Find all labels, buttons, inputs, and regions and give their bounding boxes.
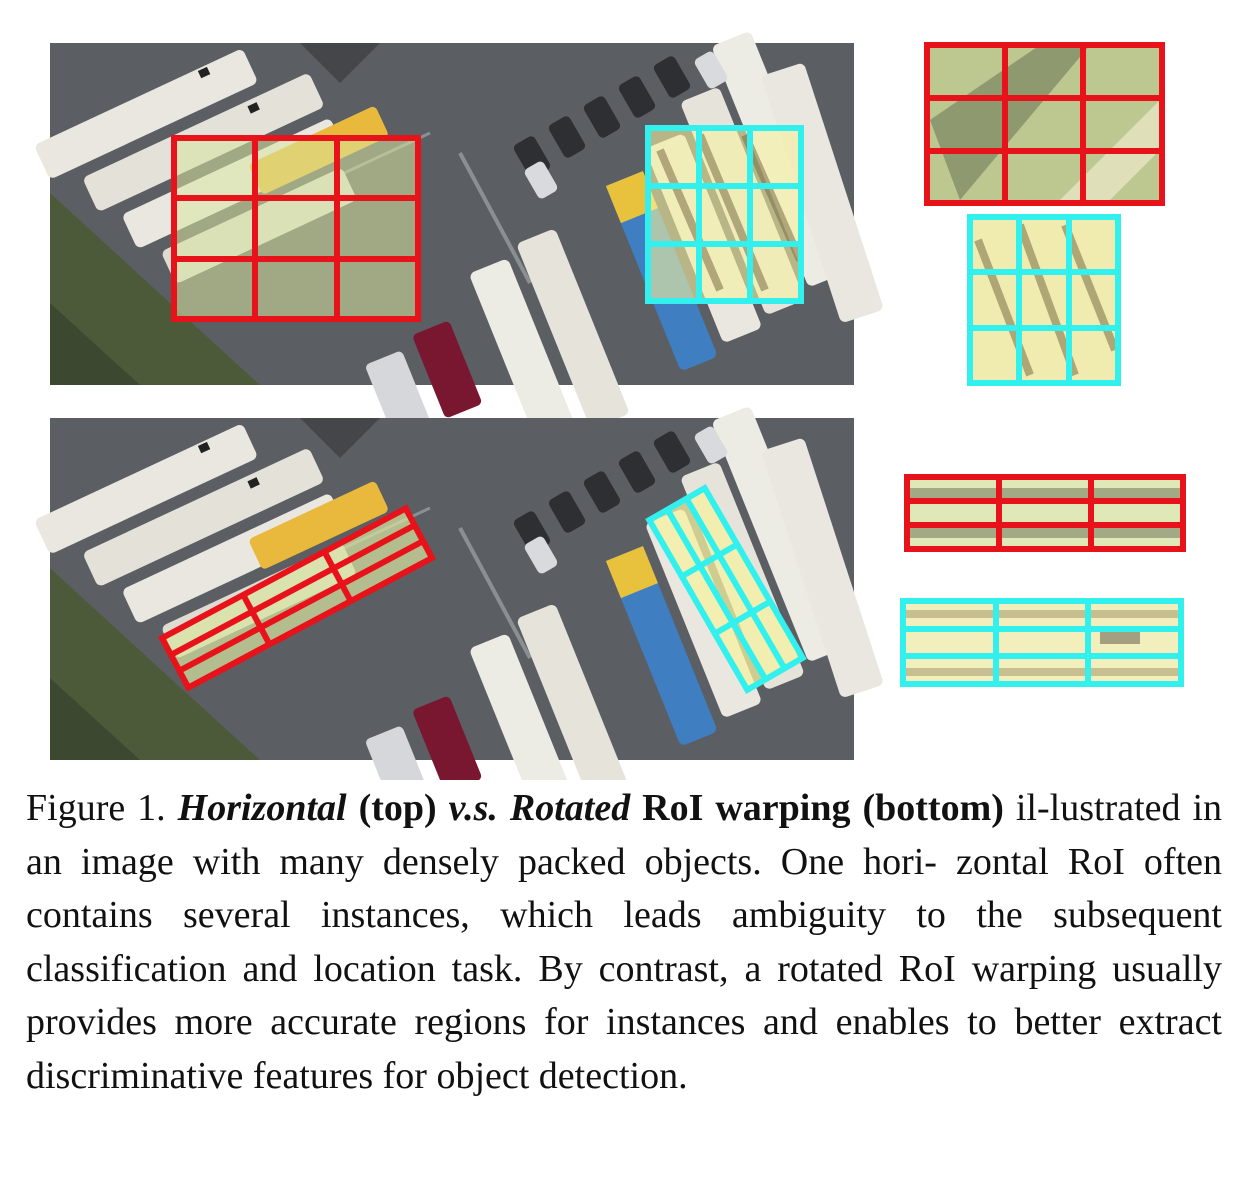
top-cyan-roi-fill xyxy=(648,128,801,301)
top-cyan-roi-grid xyxy=(645,125,804,304)
bottom-rotated-red-roi xyxy=(157,504,437,692)
top-red-roi-fill xyxy=(174,138,418,319)
caption-label: Figure 1. xyxy=(26,787,166,829)
bottom-warped-red-roi xyxy=(904,474,1186,552)
figure-caption: Figure 1. Horizontal (top) v.s. Rotated … xyxy=(26,782,1222,1103)
caption-roi-warping: RoI warping (bottom) xyxy=(642,787,1004,829)
bottom-rotated-cyan-roi xyxy=(645,484,807,694)
caption-rotated: Rotated xyxy=(509,787,631,829)
top-warped-cyan-roi xyxy=(967,214,1121,386)
caption-top: (top) xyxy=(358,787,437,829)
caption-body: lustrated in an image with many densely … xyxy=(26,787,1223,1097)
caption-horizontal: Horizontal xyxy=(177,787,347,829)
top-horizontal-roi-grid xyxy=(171,135,421,322)
caption-vs: v.s. xyxy=(448,787,498,829)
top-cyan-roi-stripes xyxy=(656,133,804,292)
caption-il: il- xyxy=(1015,787,1050,829)
bottom-warped-cyan-roi xyxy=(900,598,1184,687)
figure-1-image xyxy=(31,24,1186,780)
top-warped-red-roi xyxy=(924,42,1165,206)
